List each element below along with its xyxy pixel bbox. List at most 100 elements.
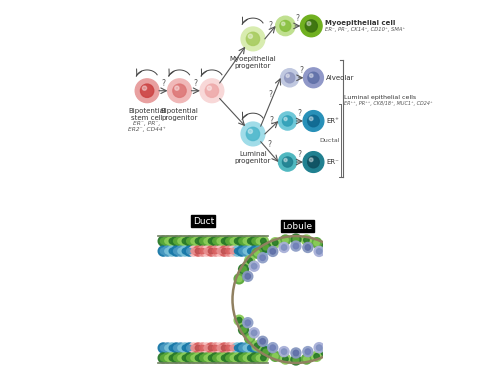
Circle shape (208, 355, 214, 361)
Circle shape (341, 320, 347, 326)
Circle shape (245, 353, 255, 363)
Circle shape (215, 343, 225, 353)
Circle shape (258, 253, 268, 263)
Circle shape (332, 250, 337, 256)
Circle shape (167, 343, 177, 353)
Circle shape (193, 343, 203, 353)
Circle shape (160, 355, 166, 361)
Circle shape (202, 343, 212, 353)
Circle shape (256, 355, 262, 361)
Circle shape (206, 246, 216, 256)
Circle shape (248, 355, 253, 361)
Circle shape (171, 246, 181, 256)
Text: Ductal: Ductal (320, 138, 340, 143)
Circle shape (207, 86, 211, 90)
Circle shape (171, 343, 181, 353)
Circle shape (252, 345, 257, 351)
Text: ?: ? (269, 90, 273, 100)
Circle shape (278, 153, 297, 171)
Circle shape (252, 264, 257, 269)
Circle shape (217, 248, 223, 254)
Circle shape (213, 238, 218, 244)
Circle shape (279, 347, 289, 357)
Text: ?: ? (298, 151, 302, 159)
Circle shape (160, 238, 166, 244)
Circle shape (189, 236, 199, 246)
Circle shape (237, 236, 247, 246)
Circle shape (260, 255, 265, 260)
Text: Luminal epithelial cells: Luminal epithelial cells (344, 95, 417, 100)
Circle shape (237, 246, 247, 256)
Circle shape (217, 355, 223, 361)
Circle shape (248, 248, 253, 254)
Circle shape (171, 236, 181, 246)
Circle shape (160, 345, 166, 351)
Circle shape (173, 355, 179, 361)
Circle shape (202, 246, 212, 256)
Circle shape (270, 345, 276, 350)
Circle shape (210, 236, 220, 246)
Circle shape (305, 20, 317, 32)
Text: Bipotential
progenitor: Bipotential progenitor (161, 108, 198, 121)
Circle shape (281, 22, 285, 26)
Circle shape (346, 327, 351, 332)
Circle shape (309, 158, 313, 162)
Circle shape (180, 353, 190, 363)
Circle shape (235, 345, 240, 351)
Circle shape (202, 236, 212, 246)
Circle shape (243, 238, 249, 244)
Circle shape (353, 286, 358, 292)
Circle shape (246, 127, 260, 141)
Circle shape (163, 236, 173, 246)
Circle shape (208, 238, 214, 244)
Circle shape (208, 345, 214, 351)
Circle shape (224, 236, 234, 246)
Circle shape (343, 306, 353, 316)
Circle shape (332, 343, 337, 349)
Circle shape (230, 355, 236, 361)
Circle shape (245, 333, 255, 344)
Circle shape (258, 353, 268, 363)
Circle shape (217, 238, 223, 244)
Circle shape (228, 246, 238, 256)
Circle shape (345, 309, 351, 314)
Circle shape (184, 246, 194, 256)
Circle shape (245, 256, 255, 266)
Circle shape (261, 242, 271, 252)
Circle shape (330, 248, 340, 258)
Circle shape (178, 355, 183, 361)
Circle shape (256, 248, 262, 254)
Circle shape (245, 246, 255, 256)
Circle shape (200, 79, 224, 103)
Circle shape (285, 73, 295, 83)
Circle shape (158, 343, 168, 353)
Circle shape (206, 343, 216, 353)
Circle shape (261, 355, 266, 361)
Circle shape (215, 236, 225, 246)
Circle shape (316, 345, 322, 350)
Circle shape (304, 356, 309, 362)
Circle shape (284, 159, 287, 162)
Circle shape (249, 328, 259, 338)
Circle shape (284, 117, 287, 121)
Text: ER⁻, PR⁻,
ER2⁻, CD44⁺: ER⁻, PR⁻, ER2⁻, CD44⁺ (128, 121, 166, 133)
Circle shape (224, 353, 234, 363)
Circle shape (241, 27, 265, 51)
Circle shape (247, 258, 252, 264)
Circle shape (280, 354, 290, 364)
Circle shape (210, 353, 220, 363)
Circle shape (283, 356, 288, 362)
Circle shape (248, 129, 252, 134)
Circle shape (226, 345, 231, 351)
Circle shape (261, 238, 266, 244)
Circle shape (243, 271, 253, 282)
Circle shape (330, 341, 340, 351)
Circle shape (316, 249, 322, 254)
Circle shape (344, 295, 354, 304)
Text: Myoepithelial cell: Myoepithelial cell (324, 20, 395, 26)
Circle shape (213, 345, 218, 351)
Text: ?: ? (194, 79, 198, 88)
Circle shape (208, 248, 214, 254)
Circle shape (167, 353, 177, 363)
Text: ?: ? (267, 140, 272, 149)
